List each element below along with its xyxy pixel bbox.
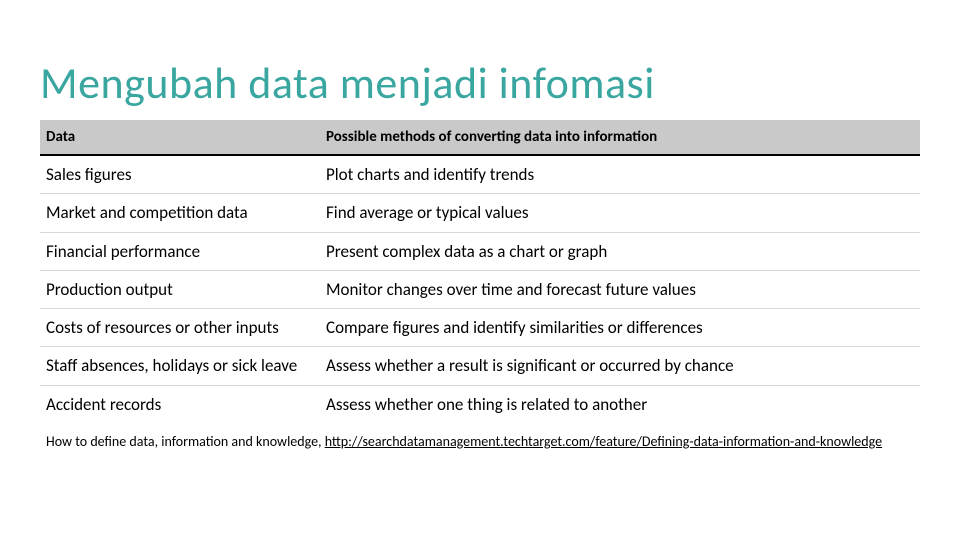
table-row: Market and competition data Find average… [40, 194, 920, 232]
source-citation: How to define data, information and know… [40, 423, 920, 451]
cell-data: Production output [40, 270, 320, 308]
column-header-methods: Possible methods of converting data into… [320, 120, 920, 155]
data-table: Data Possible methods of converting data… [40, 120, 920, 423]
cell-method: Assess whether one thing is related to a… [320, 385, 920, 423]
cell-method: Find average or typical values [320, 194, 920, 232]
cell-method: Monitor changes over time and forecast f… [320, 270, 920, 308]
cell-data: Costs of resources or other inputs [40, 309, 320, 347]
page-title: Mengubah data menjadi infomasi [40, 0, 920, 120]
table-row: Production output Monitor changes over t… [40, 270, 920, 308]
table-row: Staff absences, holidays or sick leave A… [40, 347, 920, 385]
cell-method: Present complex data as a chart or graph [320, 232, 920, 270]
cell-data: Sales figures [40, 155, 320, 194]
cell-method: Assess whether a result is significant o… [320, 347, 920, 385]
table-row: Accident records Assess whether one thin… [40, 385, 920, 423]
cell-method: Plot charts and identify trends [320, 155, 920, 194]
table-row: Costs of resources or other inputs Compa… [40, 309, 920, 347]
slide: Mengubah data menjadi infomasi Data Poss… [0, 0, 960, 471]
source-link[interactable]: http://searchdatamanagement.techtarget.c… [325, 433, 882, 450]
cell-data: Market and competition data [40, 194, 320, 232]
cell-data: Financial performance [40, 232, 320, 270]
table-row: Financial performance Present complex da… [40, 232, 920, 270]
cell-data: Staff absences, holidays or sick leave [40, 347, 320, 385]
column-header-data: Data [40, 120, 320, 155]
table-row: Sales figures Plot charts and identify t… [40, 155, 920, 194]
source-prefix: How to define data, information and know… [46, 433, 325, 450]
cell-method: Compare figures and identify similaritie… [320, 309, 920, 347]
table-header-row: Data Possible methods of converting data… [40, 120, 920, 155]
cell-data: Accident records [40, 385, 320, 423]
